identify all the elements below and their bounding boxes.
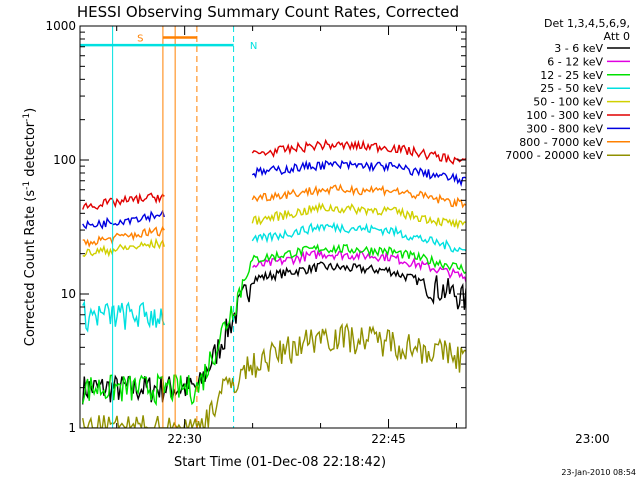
legend-header-line-1: Det 1,3,4,5,6,9, — [544, 17, 630, 30]
x-tick-label: 23:00 — [575, 432, 610, 446]
x-tick-label: 22:30 — [167, 432, 202, 446]
series-line-8 — [82, 183, 466, 248]
x-axis-label: Start Time (01-Dec-08 22:18:42) — [174, 455, 386, 470]
legend-label-2: 6 - 12 keV — [547, 55, 603, 68]
legend-label-5: 50 - 100 keV — [533, 96, 603, 109]
legend-label-3: 12 - 25 keV — [540, 69, 603, 82]
series-line-5 — [82, 201, 466, 258]
plot-area: SN — [80, 26, 466, 428]
chart-title: HESSI Observing Summary Count Rates, Cor… — [77, 3, 459, 21]
series-line-1 — [82, 261, 466, 405]
y-tick-label: 1 — [68, 421, 76, 435]
legend-label-8: 800 - 7000 keV — [519, 136, 603, 149]
legend-label-9: 7000 - 20000 keV — [505, 149, 603, 162]
series-line-4 — [82, 221, 466, 333]
series-line-7 — [82, 159, 466, 230]
series-line-6 — [82, 138, 466, 210]
legend-label-4: 25 - 50 keV — [540, 82, 603, 95]
series-line-9 — [82, 322, 466, 428]
y-axis-label: Corrected Count Rate (s-1 detector-1) — [22, 108, 38, 346]
y-tick-label: 10 — [61, 287, 76, 301]
x-tick-label: 22:45 — [371, 432, 406, 446]
legend-header-line-2: Att 0 — [604, 30, 630, 43]
saa-flag-label: S — [137, 34, 143, 45]
plot-frame — [79, 25, 467, 429]
y-tick-label: 100 — [53, 153, 76, 167]
series-line-2 — [252, 249, 466, 285]
plot-clip-group: SN — [80, 26, 466, 428]
timestamp: 23-Jan-2010 08:54 — [561, 468, 636, 477]
y-tick-label: 1000 — [45, 19, 76, 33]
night-flag-label: N — [250, 41, 257, 52]
y-axis: 1 10 100 1000 — [45, 19, 466, 435]
series-line-3 — [82, 243, 466, 407]
legend-label-1: 3 - 6 keV — [554, 42, 603, 55]
legend-label-7: 300 - 800 keV — [526, 122, 603, 135]
legend-label-6: 100 - 300 keV — [526, 109, 603, 122]
